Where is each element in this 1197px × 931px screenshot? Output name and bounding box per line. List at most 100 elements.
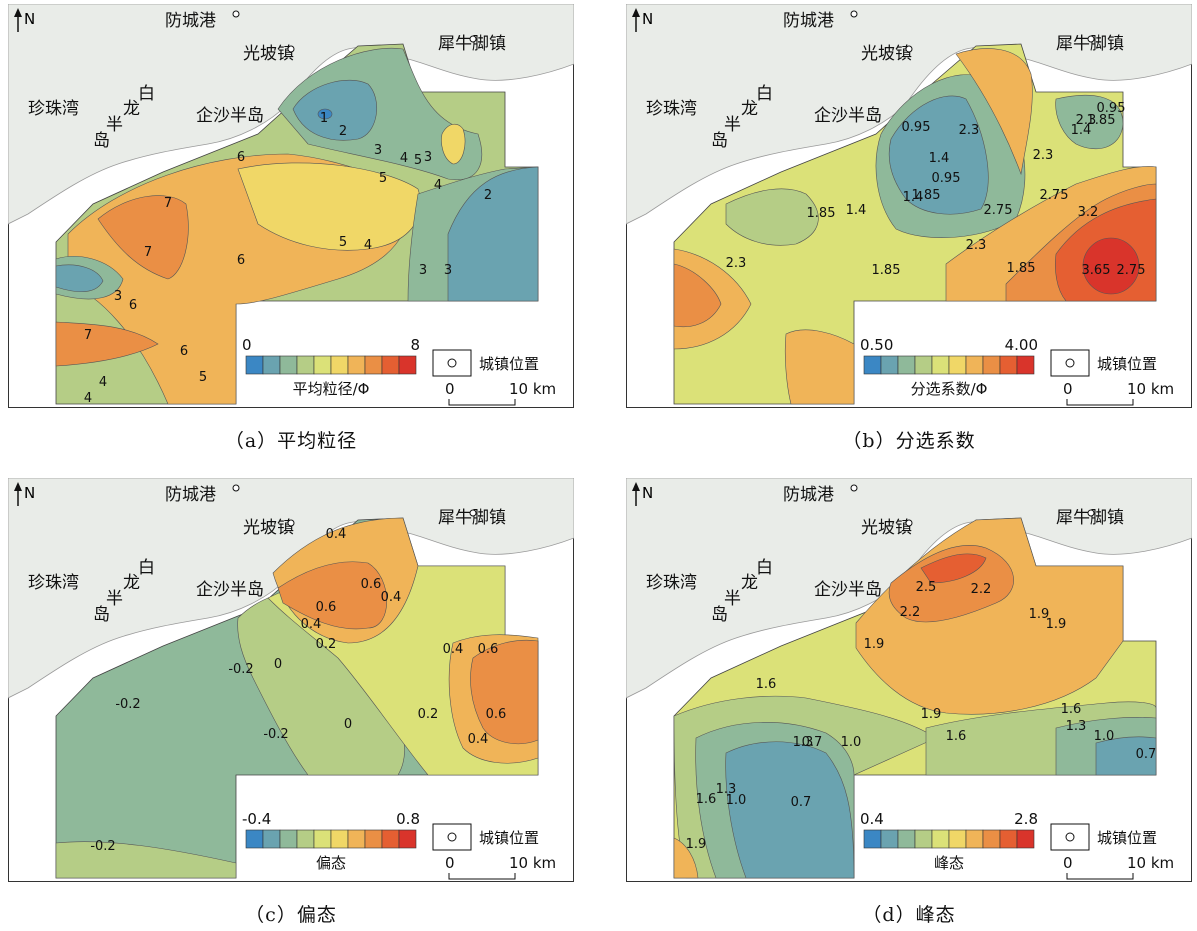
town-label-fangchenggang: 防城港 bbox=[783, 11, 834, 31]
legend-swatch bbox=[262, 355, 281, 375]
town-label-qisha: 企沙半岛 bbox=[814, 580, 882, 600]
caption-c: （c）偏态 bbox=[245, 904, 337, 926]
contour-label: 1.4 bbox=[846, 203, 867, 218]
contour-label: 3 bbox=[444, 263, 452, 278]
town-marker bbox=[287, 519, 295, 527]
contour-label: 0.4 bbox=[301, 617, 322, 632]
contour-label: 3.2 bbox=[1078, 205, 1099, 220]
town-label-xiniujiao: 犀牛脚镇 bbox=[1056, 34, 1124, 54]
contour-label: 0.4 bbox=[443, 642, 464, 657]
contour-label: 2.75 bbox=[984, 203, 1013, 218]
svg-text:N: N bbox=[24, 10, 35, 28]
town-marker bbox=[905, 45, 913, 53]
contour-label: 0.6 bbox=[486, 707, 507, 722]
contour-label: 1.0 bbox=[841, 735, 862, 750]
svg-text:0: 0 bbox=[1063, 854, 1073, 872]
contour-labels-c: 0.40.60.40.60.40.2-0.2 0-0.20-0.20.20.40.… bbox=[90, 527, 506, 854]
legend-swatch bbox=[398, 355, 417, 375]
town-marker bbox=[232, 10, 240, 18]
contour-label: 0.7 bbox=[802, 735, 823, 750]
contour-label: 2.3 bbox=[1033, 148, 1054, 163]
contour-label: 3 bbox=[419, 263, 427, 278]
town-label-zhenzhuwan: 珍珠湾 bbox=[28, 573, 79, 593]
legend-swatch bbox=[863, 355, 882, 375]
contour-label: 2.75 bbox=[1117, 263, 1146, 278]
caption-d: （d）峰态 bbox=[862, 904, 956, 926]
contour-label: 0.6 bbox=[316, 600, 337, 615]
legend-swatch bbox=[398, 829, 417, 849]
zone-orange-s bbox=[784, 329, 855, 405]
town-label-bailong-2: 龙 bbox=[741, 573, 758, 593]
map-panel-d: 2.5 2.2 2.2 1.9 1.9 1.9 1.6 1.3 1.0 0.7 1.9 1.6 1.6 1… bbox=[626, 478, 1192, 882]
contour-label: 1.85 bbox=[912, 188, 941, 203]
legend-swatch bbox=[999, 829, 1018, 849]
contour-label: 1.9 bbox=[864, 637, 885, 652]
map-panel-b: 0.95 1.4 0.95 1.4 1.85 1.4 1.85 2.3 2.75 2.3 1.85 2… bbox=[626, 4, 1192, 408]
legend-swatch bbox=[897, 355, 916, 375]
svg-text:城镇位置: 城镇位置 bbox=[1097, 355, 1157, 373]
town-label-fangchenggang: 防城港 bbox=[783, 485, 834, 505]
contour-label: 6 bbox=[129, 298, 137, 313]
town-label-bailong-3: 半 bbox=[106, 589, 123, 609]
contour-label: 3 bbox=[424, 150, 432, 165]
contour-label: 6 bbox=[237, 253, 245, 268]
town-label-bailong-3: 半 bbox=[106, 115, 123, 135]
legend-swatch bbox=[364, 355, 383, 375]
legend-swatch bbox=[313, 355, 332, 375]
contour-label: -0.2 bbox=[228, 662, 253, 677]
zone-blue-east bbox=[447, 166, 539, 302]
svg-text:0: 0 bbox=[445, 854, 455, 872]
legend-swatch bbox=[330, 829, 349, 849]
legend-swatch bbox=[965, 355, 984, 375]
legend-swatch bbox=[931, 355, 950, 375]
town-marker bbox=[1087, 509, 1095, 517]
contour-label: -0.2 bbox=[90, 839, 115, 854]
scale-bar: 0 10 km bbox=[1063, 854, 1174, 880]
town-legend: 城镇位置 bbox=[1050, 823, 1157, 851]
svg-text:10 km: 10 km bbox=[509, 854, 556, 872]
color-legend: 0 8 平均粒径/Φ bbox=[242, 336, 420, 398]
contour-label: 3 bbox=[374, 143, 382, 158]
town-label-xiniujiao: 犀牛脚镇 bbox=[1056, 508, 1124, 528]
land-area bbox=[626, 478, 1192, 699]
town-legend: 城镇位置 bbox=[432, 823, 539, 851]
legend-swatch bbox=[948, 355, 967, 375]
legend-swatch bbox=[245, 355, 264, 375]
contour-label: 4 bbox=[99, 375, 107, 390]
contour-label: 4 bbox=[434, 178, 442, 193]
contour-label: 1 bbox=[320, 111, 328, 126]
contour-label: 0.2 bbox=[316, 637, 337, 652]
contour-label: 1.6 bbox=[946, 729, 967, 744]
contour-label: 1.85 bbox=[1007, 261, 1036, 276]
svg-text:城镇位置: 城镇位置 bbox=[1097, 829, 1157, 847]
legend-swatch bbox=[948, 829, 967, 849]
contour-label: 6 bbox=[180, 344, 188, 359]
contour-label: 5 bbox=[199, 370, 207, 385]
contour-label: 0.95 bbox=[932, 171, 961, 186]
legend-swatch bbox=[347, 829, 366, 849]
contour-label: 1.85 bbox=[1087, 113, 1116, 128]
svg-text:城镇位置: 城镇位置 bbox=[479, 829, 539, 847]
zone-blue-e bbox=[1095, 736, 1157, 776]
town-label-bailong-1: 白 bbox=[138, 84, 155, 104]
svg-text:0: 0 bbox=[445, 380, 455, 398]
contour-label: 2.3 bbox=[1076, 113, 1097, 128]
zone-deepblue-n bbox=[317, 108, 333, 120]
contour-label: 1.85 bbox=[872, 263, 901, 278]
contour-label: 1.4 bbox=[903, 190, 924, 205]
contour-label: 1.9 bbox=[1029, 607, 1050, 622]
town-marker bbox=[850, 484, 858, 492]
legend-swatch bbox=[982, 355, 1001, 375]
scale-bar: 0 10 km bbox=[1063, 380, 1174, 406]
zone-blue-w bbox=[725, 741, 855, 879]
town-label-guangpo: 光坡镇 bbox=[861, 44, 912, 64]
contour-label: 5 bbox=[414, 153, 422, 168]
zone-crimson-e bbox=[1082, 237, 1140, 295]
contour-label: 0 bbox=[274, 657, 282, 672]
contour-label: 0.2 bbox=[418, 707, 439, 722]
contour-label: 1.9 bbox=[686, 837, 707, 852]
zone-deep-orange bbox=[97, 195, 189, 280]
legend-max-label: 0.8 bbox=[396, 810, 420, 828]
north-arrow: N bbox=[14, 8, 35, 32]
